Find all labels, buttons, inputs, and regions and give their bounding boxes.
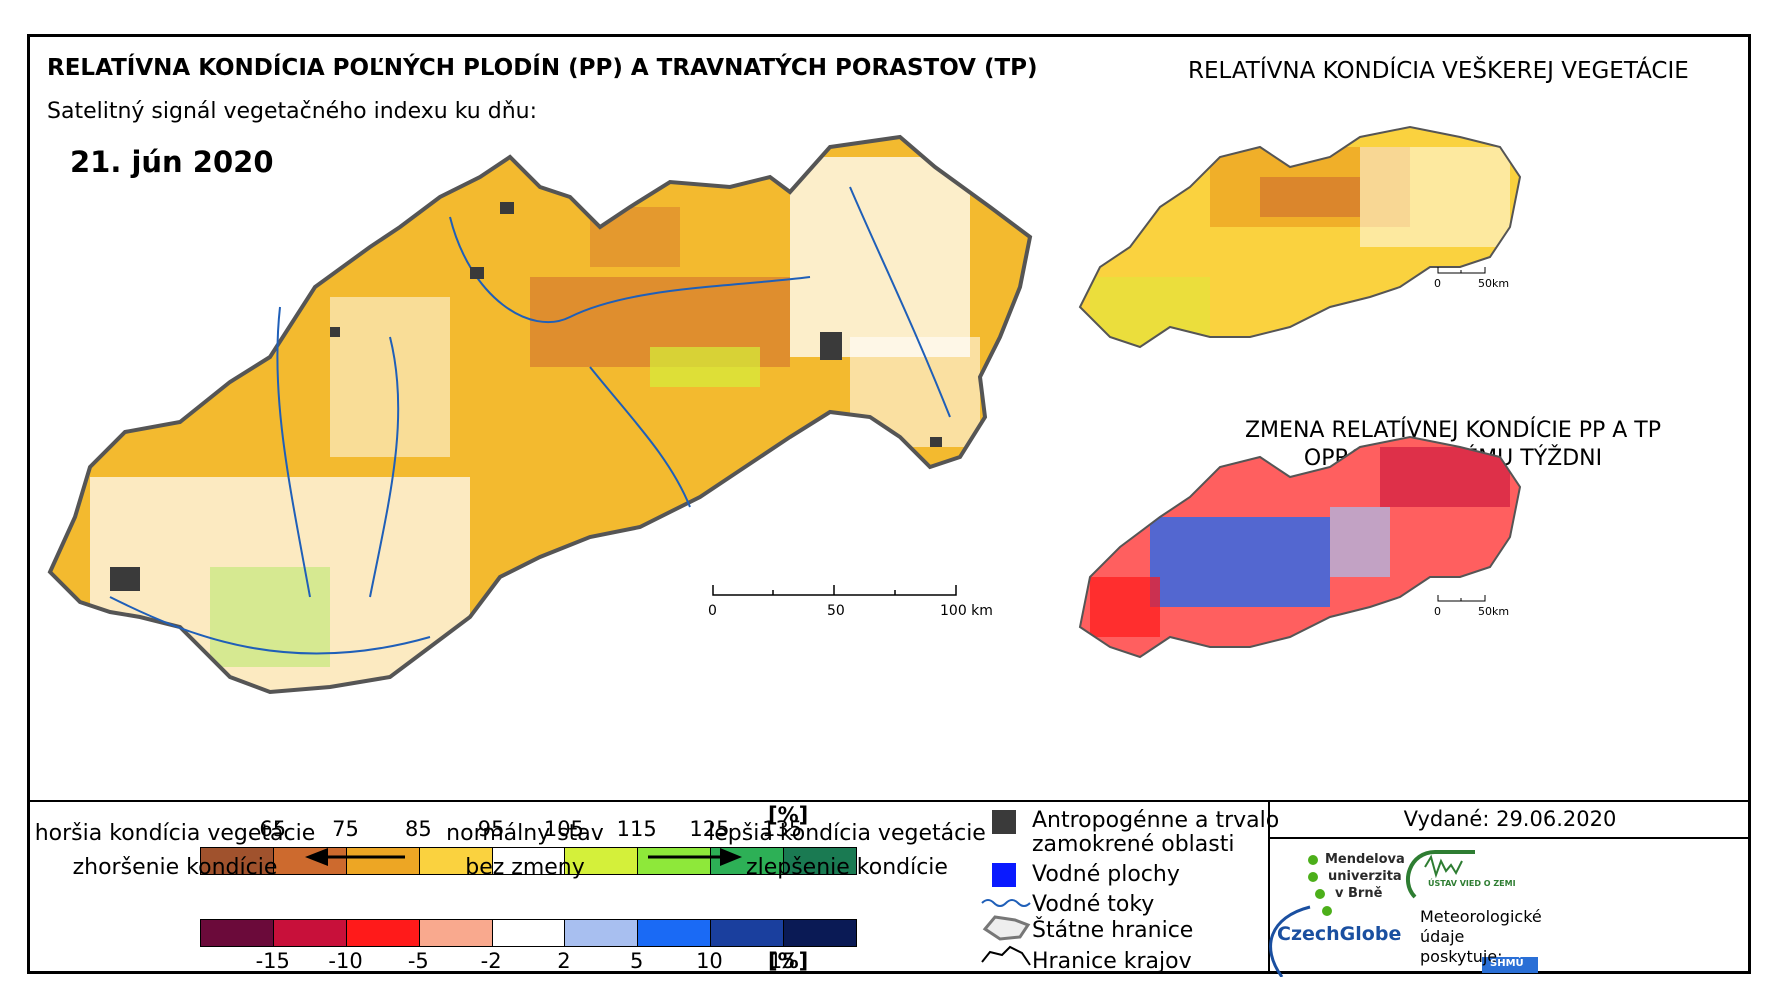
legend-borders: Štátne hranice xyxy=(1032,918,1194,943)
scale-swatch xyxy=(783,848,857,874)
legend-divider xyxy=(30,800,1748,802)
map-frame: RELATÍVNA KONDÍCIA POĽNÝCH PLODÍN (PP) A… xyxy=(27,34,1751,977)
legend-rivers: Vodné toky xyxy=(1032,892,1155,917)
scale-swatch xyxy=(418,848,492,874)
urban-area-icon xyxy=(992,810,1016,834)
inset2-scale-50: 50km xyxy=(1478,605,1509,618)
worse-condition-text: horšia kondícia vegetácie xyxy=(34,821,316,846)
scale-swatch xyxy=(418,920,492,946)
main-state-border xyxy=(47,134,1033,695)
scale-swatch xyxy=(637,848,711,874)
date-label: 21. jún 2020 xyxy=(70,145,274,179)
region-border-icon xyxy=(981,945,1031,966)
legend-anthropogenic: Antropogénne a trvalo zamokrené oblasti xyxy=(1032,809,1279,857)
scale-swatch xyxy=(201,920,273,946)
inset-change-map: 0 50km xyxy=(1078,435,1522,659)
scale-swatch xyxy=(345,920,419,946)
better-label: lepšia kondícia vegetácie zlepšenie kond… xyxy=(702,817,992,885)
mendel-text-3: v Brně xyxy=(1335,886,1383,901)
scale-swatch xyxy=(491,920,565,946)
scale-tick-label: 95 xyxy=(477,817,505,841)
anthropogenic-line2: zamokrené oblasti xyxy=(1032,832,1235,857)
main-map xyxy=(47,134,1033,695)
change-unit: [%] xyxy=(768,949,809,973)
ustav-text: ÚSTAV VIED O ZEMI xyxy=(1428,879,1516,888)
scale-swatch xyxy=(564,848,638,874)
anthropogenic-line1: Antropogénne a trvalo xyxy=(1032,808,1280,833)
scale-tick-label: 2 xyxy=(557,949,571,973)
better-condition-text: lepšia kondícia vegetácie xyxy=(708,821,986,846)
scale-swatch xyxy=(272,848,346,874)
main-rivers xyxy=(109,186,951,655)
condition-color-scale xyxy=(200,847,857,875)
legend-water-bodies: Vodné plochy xyxy=(1032,862,1180,887)
state-border-icon xyxy=(982,915,1031,941)
normal-label: normálny stav bez zmeny xyxy=(395,817,655,885)
main-urban-areas xyxy=(110,202,942,591)
scale-swatch xyxy=(710,920,784,946)
scale-swatch xyxy=(201,848,273,874)
scale-tick-100: 100 km xyxy=(940,603,993,619)
worsening-text: zhoršenie kondície xyxy=(72,855,278,880)
scale-swatch xyxy=(637,920,711,946)
scale-tick-label: 135 xyxy=(762,817,803,841)
water-body-icon xyxy=(992,863,1016,887)
vegetation-title: RELATÍVNA KONDÍCIA VEŠKEREJ VEGETÁCIE xyxy=(1188,58,1689,84)
scale-tick-label: 15 xyxy=(768,949,796,973)
scale-tick-0: 0 xyxy=(708,603,717,619)
meteo-text-3: poskytuje: xyxy=(1420,947,1503,966)
legend-arrows xyxy=(305,848,742,866)
mendel-text-2: univerzita xyxy=(1328,869,1402,884)
scale-tick-label: 5 xyxy=(629,949,644,973)
ustav-logo-icon xyxy=(1405,850,1475,899)
scale-tick-label: -15 xyxy=(255,949,290,973)
scale-tick-50: 50 xyxy=(827,603,845,619)
scale-tick-label: 125 xyxy=(689,817,730,841)
shmu-logo-icon xyxy=(1482,957,1538,973)
logo-graphics xyxy=(1269,850,1538,977)
scale-tick-label: -10 xyxy=(328,949,363,973)
legend-vdivider xyxy=(1268,800,1270,971)
inset2-scale-0: 0 xyxy=(1434,605,1441,618)
inset-vegetation-map: 0 50km xyxy=(1078,125,1522,349)
main-scalebar: 0 50 100 km xyxy=(708,585,993,619)
scale-swatch xyxy=(491,848,565,874)
scale-swatch xyxy=(783,920,857,946)
scale-swatch xyxy=(272,920,346,946)
issued-divider xyxy=(1270,837,1750,839)
scale-tick-label: 10 xyxy=(696,949,723,973)
scale-tick-label: -5 xyxy=(407,949,429,973)
scale-tick-label: -2 xyxy=(480,949,502,973)
change-color-scale xyxy=(200,919,857,947)
issued-date: Vydané: 29.06.2020 xyxy=(1403,807,1617,831)
worse-label: horšia kondícia vegetácie zhoršenie kond… xyxy=(30,817,320,885)
scale-swatch xyxy=(564,920,638,946)
meteo-text-1: Meteorologické xyxy=(1420,907,1542,926)
subtitle: Satelitný signál vegetačného indexu ku d… xyxy=(47,99,538,124)
scale-tick-label: 105 xyxy=(543,817,584,841)
inset1-scale-50: 50km xyxy=(1478,277,1509,290)
meteo-text-2: údaje xyxy=(1420,927,1465,946)
scale-swatch xyxy=(345,848,419,874)
scale-tick-label: 65 xyxy=(259,817,287,841)
condition-unit: [%] xyxy=(768,803,809,827)
no-change-text: bez zmeny xyxy=(465,855,585,880)
legend-regions: Hranice krajov xyxy=(1032,949,1192,974)
symbol-legend-icons xyxy=(981,810,1031,966)
czechglobe-text: CzechGlobe xyxy=(1277,923,1402,945)
scale-tick-label: 85 xyxy=(404,817,432,841)
scale-tick-label: 115 xyxy=(616,817,657,841)
mendel-logo-icon xyxy=(1308,855,1332,916)
czechglobe-logo-icon xyxy=(1269,905,1311,977)
mendel-text-1: Mendelova xyxy=(1325,852,1405,867)
scale-tick-label: 75 xyxy=(332,817,359,841)
change-title-line1: ZMENA RELATÍVNEJ KONDÍCIE PP A TP xyxy=(1244,418,1661,443)
improvement-text: zlepšenie kondície xyxy=(746,855,948,880)
shmu-text: SHMÚ xyxy=(1490,958,1524,969)
normal-text: normálny stav xyxy=(446,821,604,846)
main-title: RELATÍVNA KONDÍCIA POĽNÝCH PLODÍN (PP) A… xyxy=(47,55,1038,81)
meteo-provider: Meteorologické údaje poskytuje: xyxy=(1420,907,1542,967)
inset1-scale-0: 0 xyxy=(1434,277,1441,290)
river-icon xyxy=(981,899,1031,907)
